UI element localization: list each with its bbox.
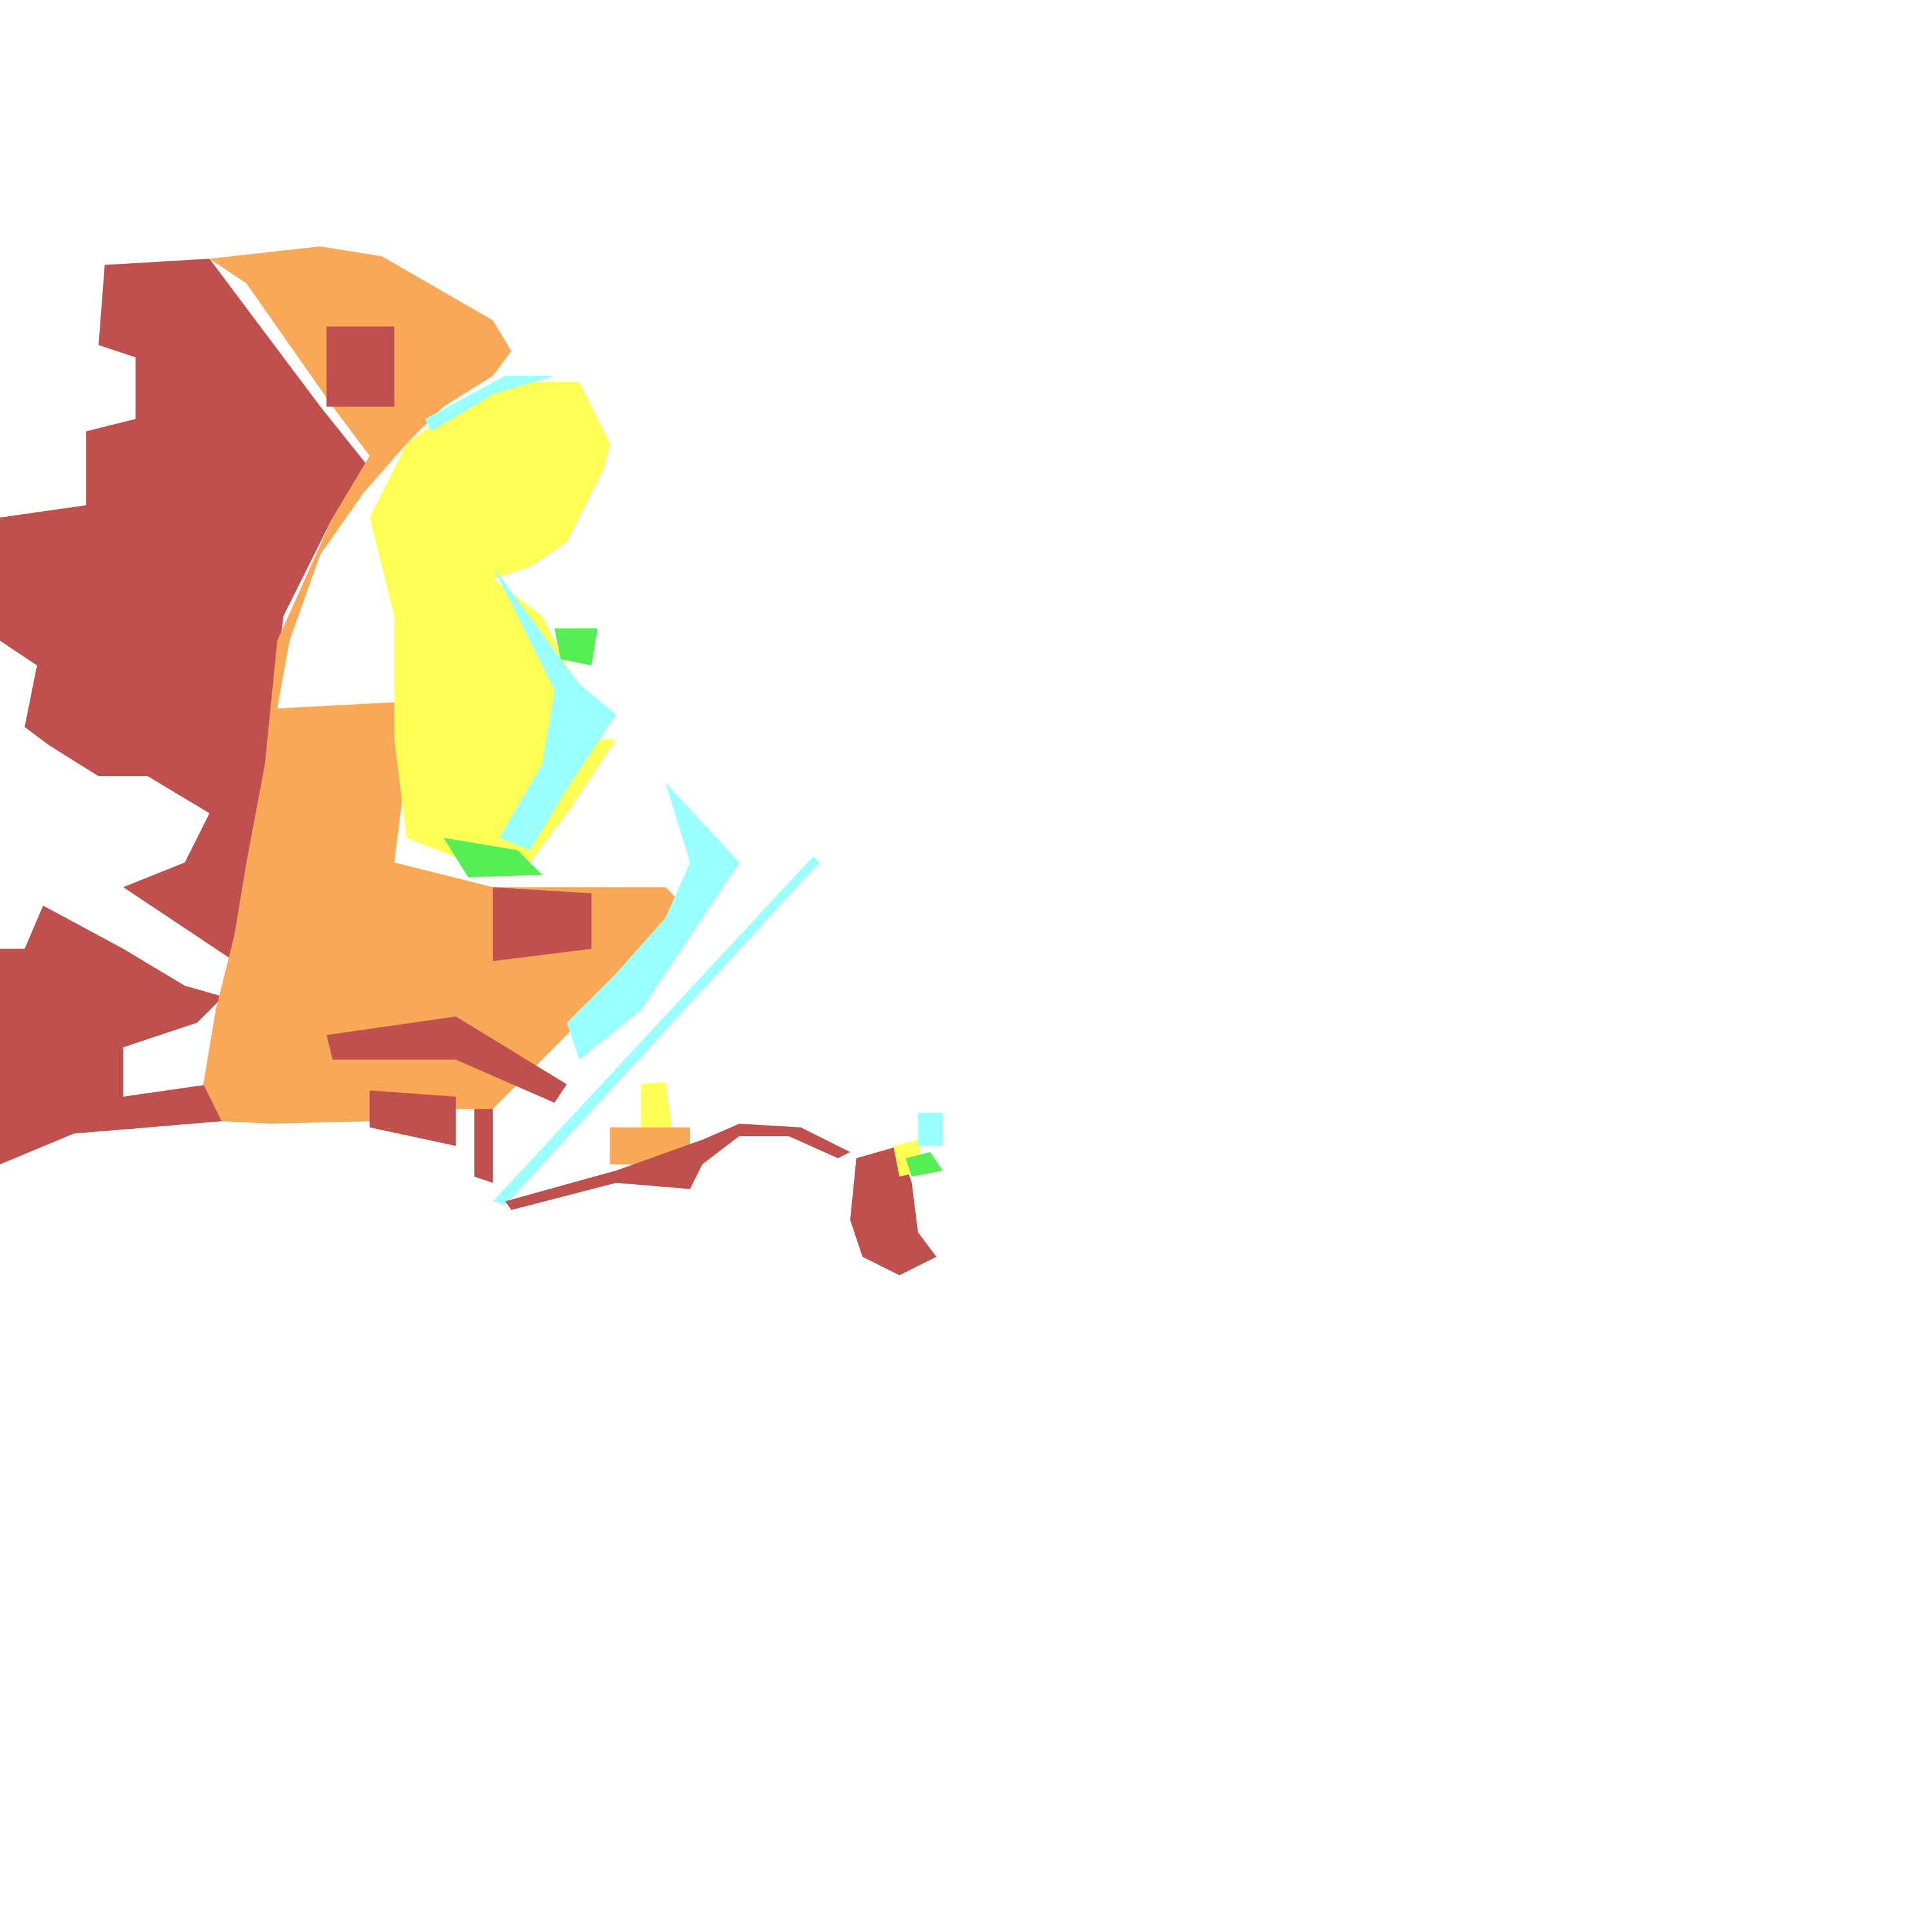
green-patch: [906, 1152, 943, 1177]
eastern-zone: [369, 382, 617, 863]
cyan-zone: [566, 782, 739, 1060]
class-1-region: [0, 259, 395, 1165]
red-block: [474, 1109, 493, 1183]
red-band: [326, 1016, 567, 1103]
cyan-arc: [425, 375, 555, 432]
island: [850, 1146, 937, 1276]
cyan-patch: [918, 1112, 943, 1146]
yellow-patch: [640, 1081, 672, 1128]
western-landmass: [0, 259, 395, 1165]
green-patch: [554, 628, 598, 665]
class-5-region: [425, 375, 943, 1205]
cyan-strip: [492, 856, 820, 1205]
south-coast-strip: [505, 1124, 851, 1211]
red-block: [369, 1090, 456, 1146]
cyan-streak: [492, 566, 617, 851]
class-4-region: [443, 628, 943, 1177]
red-block: [326, 326, 395, 407]
class-1-interior: [326, 326, 937, 1276]
red-block: [492, 887, 591, 961]
green-patch: [443, 837, 543, 878]
